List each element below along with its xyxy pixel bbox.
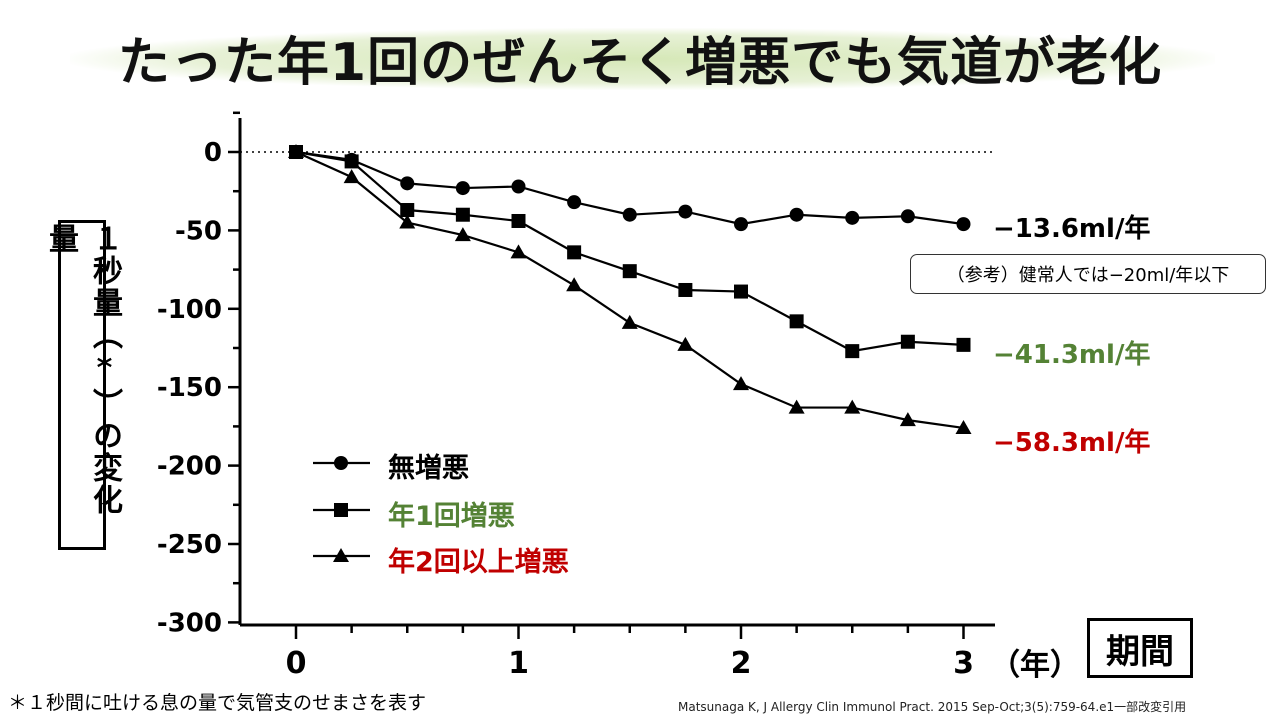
reference-note: （参考）健常人では−20ml/年以下 bbox=[910, 254, 1266, 294]
y-tick-label: -50 bbox=[175, 216, 222, 246]
data-point-no-exacerbation bbox=[567, 195, 582, 210]
data-point-no-exacerbation bbox=[455, 181, 470, 196]
data-point-two-plus-exacerbations bbox=[288, 144, 304, 158]
data-point-two-plus-exacerbations bbox=[399, 214, 416, 229]
data-point-two-plus-exacerbations bbox=[677, 336, 694, 351]
legend-label-no-exacerbation: 無増悪 bbox=[388, 453, 469, 484]
data-point-one-exacerbation bbox=[567, 245, 582, 260]
data-point-no-exacerbation bbox=[678, 204, 693, 219]
y-tick-label: -150 bbox=[157, 373, 222, 403]
y-axis-label: １秒量（*）の変化量 bbox=[43, 223, 122, 516]
legend-marker-no-exacerbation bbox=[334, 456, 348, 470]
data-point-one-exacerbation bbox=[400, 203, 415, 218]
x-tick-label: 1 bbox=[508, 646, 529, 681]
data-point-one-exacerbation bbox=[344, 154, 359, 169]
data-point-one-exacerbation bbox=[678, 282, 693, 297]
data-point-no-exacerbation bbox=[511, 179, 526, 194]
data-point-two-plus-exacerbations bbox=[844, 399, 861, 414]
data-point-two-plus-exacerbations bbox=[899, 412, 916, 427]
data-point-two-plus-exacerbations bbox=[454, 227, 471, 242]
series-line-two-plus-exacerbations bbox=[295, 150, 964, 430]
data-point-one-exacerbation bbox=[845, 344, 860, 359]
x-tick-label: 2 bbox=[731, 646, 752, 681]
x-axis-unit: （年） bbox=[990, 648, 1080, 683]
y-tick-label: -100 bbox=[157, 295, 222, 325]
legend-label-two-plus-exacerbations: 年2回以上増悪 bbox=[388, 547, 569, 578]
x-axis-label-box: 期間 bbox=[1087, 618, 1193, 678]
data-point-one-exacerbation bbox=[956, 337, 971, 352]
legend-marker-two-plus-exacerbations bbox=[333, 548, 349, 562]
data-point-two-plus-exacerbations bbox=[621, 314, 638, 329]
citation: Matsunaga K, J Allergy Clin Immunol Prac… bbox=[678, 700, 1187, 714]
legend-label-one-exacerbation: 年1回増悪 bbox=[388, 501, 515, 532]
page-title: たった年1回のぜんそく増悪でも気道が老化 bbox=[117, 33, 1163, 93]
x-axis-label: 期間 bbox=[1106, 631, 1174, 672]
data-point-one-exacerbation bbox=[622, 264, 637, 279]
data-point-one-exacerbation bbox=[455, 207, 470, 222]
rate-label-one-exacerbation: −41.3ml/年 bbox=[993, 340, 1151, 370]
rate-label-two-plus-exacerbations: −58.3ml/年 bbox=[993, 428, 1151, 458]
x-tick-label: 0 bbox=[286, 646, 307, 681]
title-background bbox=[70, 28, 1215, 90]
data-point-one-exacerbation bbox=[900, 334, 915, 349]
data-point-no-exacerbation bbox=[956, 217, 971, 232]
data-point-no-exacerbation bbox=[789, 207, 804, 222]
x-tick-label: 3 bbox=[953, 646, 974, 681]
legend-marker-one-exacerbation bbox=[334, 503, 348, 517]
y-tick-label: -250 bbox=[157, 530, 222, 560]
rate-label-no-exacerbation: −13.6ml/年 bbox=[993, 214, 1151, 244]
data-point-two-plus-exacerbations bbox=[955, 419, 972, 434]
data-point-no-exacerbation bbox=[622, 207, 637, 222]
y-tick-label: -300 bbox=[157, 608, 222, 638]
y-tick-label: -200 bbox=[157, 452, 222, 482]
footnote: ＊１秒間に吐ける息の量で気管支のせまさを表す bbox=[8, 692, 427, 714]
data-point-no-exacerbation bbox=[900, 209, 915, 224]
data-point-two-plus-exacerbations bbox=[788, 399, 805, 414]
data-point-one-exacerbation bbox=[511, 213, 526, 228]
data-point-two-plus-exacerbations bbox=[510, 244, 527, 259]
y-axis-label-box: １秒量（*）の変化量 bbox=[43, 220, 122, 550]
data-point-two-plus-exacerbations bbox=[566, 277, 583, 292]
data-point-no-exacerbation bbox=[400, 176, 415, 191]
data-point-no-exacerbation bbox=[845, 210, 860, 225]
data-point-no-exacerbation bbox=[734, 217, 748, 232]
data-point-one-exacerbation bbox=[789, 314, 804, 329]
y-tick-label: 0 bbox=[204, 138, 222, 168]
data-point-one-exacerbation bbox=[734, 284, 748, 299]
data-point-two-plus-exacerbations bbox=[343, 169, 360, 184]
data-point-two-plus-exacerbations bbox=[733, 376, 749, 391]
